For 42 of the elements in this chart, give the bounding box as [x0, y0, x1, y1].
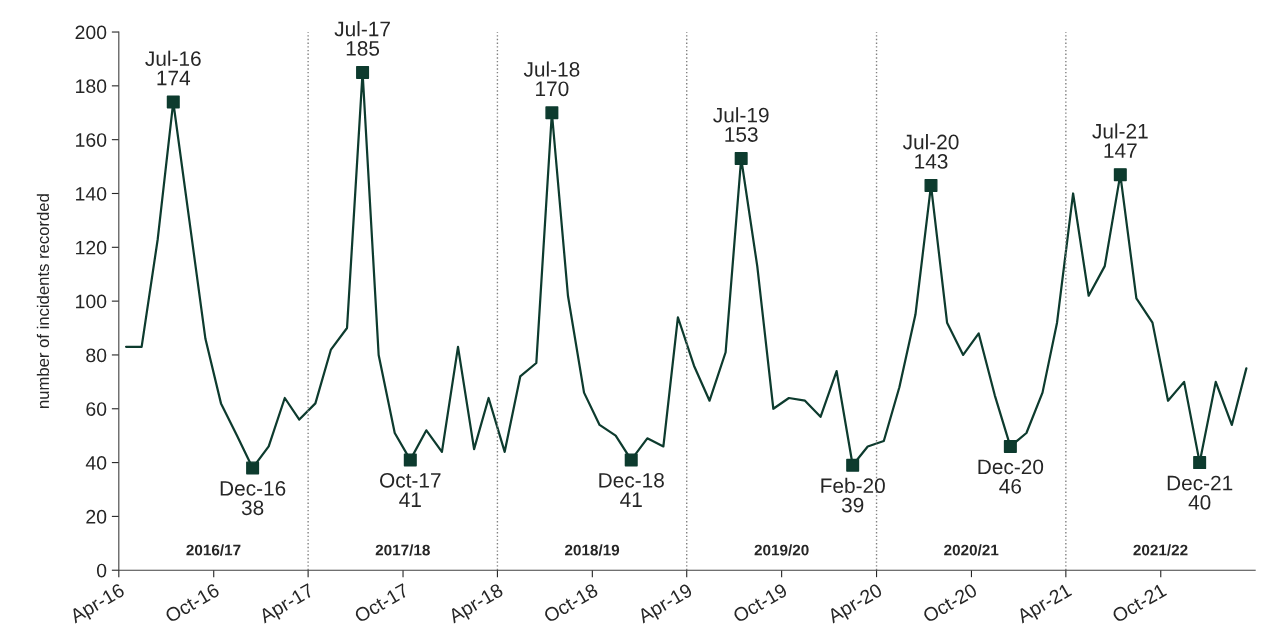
- data-label: Jul-17 185: [334, 21, 390, 56]
- point: [545, 106, 559, 120]
- y-tick-label: 0: [96, 563, 107, 578]
- point: [246, 461, 260, 475]
- data-label: Dec-21 40: [1167, 475, 1233, 510]
- data-label: Jul-16 174: [145, 50, 201, 86]
- y-tick-label: 60: [86, 402, 107, 416]
- point: [624, 453, 638, 467]
- point: [403, 453, 417, 467]
- point: [356, 65, 370, 79]
- annotation: 2021/22: [1133, 544, 1188, 556]
- data-label: Oct-17 41: [380, 472, 441, 507]
- y-tick-label: 100: [76, 294, 107, 309]
- y-tick-label: 160: [76, 133, 107, 147]
- y-axis-title: number of incidents recorded: [36, 194, 50, 408]
- data-label: Jul-18 170: [523, 61, 580, 97]
- point: [924, 178, 938, 192]
- point: [1193, 456, 1207, 470]
- data-label: Jul-21 147: [1092, 123, 1148, 158]
- annotation: 2018/19: [564, 544, 620, 556]
- data-label: Dec-16 38: [220, 481, 286, 516]
- data-label: Dec-18 41: [599, 472, 664, 507]
- y-tick-label: 200: [75, 25, 107, 40]
- y-tick-label: 180: [76, 79, 107, 94]
- y-tick-label: 80: [86, 348, 107, 363]
- data-label: Jul-19 153: [713, 107, 769, 142]
- point: [1113, 168, 1127, 182]
- data-label: Dec-20 46: [978, 459, 1044, 494]
- point: [846, 458, 860, 472]
- annotation: 2017/18: [375, 544, 430, 556]
- y-tick-label: 20: [86, 509, 107, 524]
- point: [734, 151, 748, 166]
- annotation: 2016/17: [186, 544, 241, 556]
- y-tick-label: 140: [76, 186, 107, 201]
- point: [166, 95, 180, 109]
- y-tick-label: 40: [85, 456, 107, 470]
- y-tick-label: 120: [76, 240, 107, 255]
- data-label: Jul-20 143: [902, 134, 959, 169]
- annotation: 2020/21: [944, 544, 999, 556]
- data-label: Feb-20 39: [821, 477, 885, 513]
- annotation: 2019/20: [754, 544, 809, 556]
- point: [1003, 439, 1017, 453]
